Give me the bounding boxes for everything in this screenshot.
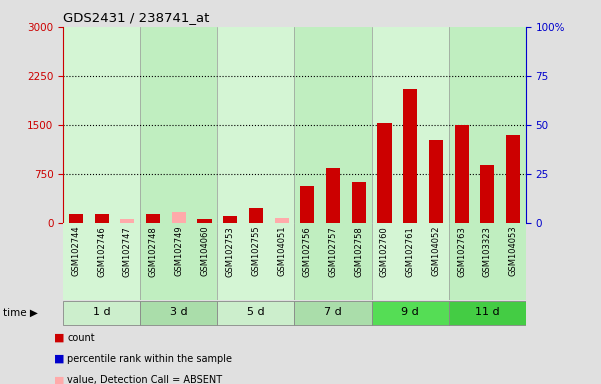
Bar	[506, 135, 520, 223]
Text: 9 d: 9 d	[401, 308, 419, 318]
Bar	[454, 126, 469, 223]
Text: GSM102748: GSM102748	[148, 226, 157, 276]
FancyBboxPatch shape	[294, 301, 371, 325]
FancyBboxPatch shape	[294, 223, 371, 300]
Text: GSM102747: GSM102747	[123, 226, 132, 276]
Bar	[63, 27, 140, 223]
Text: GSM102746: GSM102746	[97, 226, 106, 276]
Bar	[172, 212, 186, 223]
Bar	[120, 220, 135, 223]
Bar	[198, 219, 212, 223]
FancyBboxPatch shape	[449, 223, 526, 300]
Bar	[403, 89, 417, 223]
Bar	[480, 165, 495, 223]
Bar	[69, 214, 83, 223]
FancyBboxPatch shape	[63, 223, 140, 300]
Bar	[371, 27, 449, 223]
Text: value, Detection Call = ABSENT: value, Detection Call = ABSENT	[67, 375, 222, 384]
Text: 1 d: 1 d	[93, 308, 111, 318]
FancyBboxPatch shape	[63, 301, 140, 325]
Bar	[326, 168, 340, 223]
Text: GSM102756: GSM102756	[303, 226, 312, 276]
Text: GSM104060: GSM104060	[200, 226, 209, 276]
FancyBboxPatch shape	[371, 301, 449, 325]
Bar	[146, 214, 160, 223]
Text: GSM102763: GSM102763	[457, 226, 466, 276]
FancyBboxPatch shape	[140, 223, 218, 300]
Bar	[294, 27, 371, 223]
Bar	[449, 27, 526, 223]
Text: ■: ■	[54, 333, 64, 343]
Text: 7 d: 7 d	[324, 308, 342, 318]
Text: GSM102761: GSM102761	[406, 226, 415, 276]
Bar	[377, 123, 391, 223]
Text: GSM104052: GSM104052	[432, 226, 441, 276]
Text: ■: ■	[54, 375, 64, 384]
Text: 3 d: 3 d	[170, 308, 188, 318]
Text: GDS2431 / 238741_at: GDS2431 / 238741_at	[63, 11, 210, 24]
Text: GSM102744: GSM102744	[72, 226, 81, 276]
Text: GSM102749: GSM102749	[174, 226, 183, 276]
FancyBboxPatch shape	[218, 301, 294, 325]
Bar	[140, 27, 218, 223]
Bar	[218, 27, 294, 223]
FancyBboxPatch shape	[140, 301, 218, 325]
Bar	[223, 215, 237, 223]
Text: GSM102755: GSM102755	[251, 226, 260, 276]
Text: time ▶: time ▶	[3, 308, 38, 318]
Text: 11 d: 11 d	[475, 308, 499, 318]
Text: GSM103323: GSM103323	[483, 226, 492, 276]
Text: percentile rank within the sample: percentile rank within the sample	[67, 354, 233, 364]
Text: GSM102757: GSM102757	[329, 226, 338, 276]
FancyBboxPatch shape	[371, 223, 449, 300]
Bar	[300, 185, 314, 223]
Text: GSM104053: GSM104053	[508, 226, 517, 276]
Text: GSM104051: GSM104051	[277, 226, 286, 276]
Text: GSM102753: GSM102753	[226, 226, 235, 276]
Text: GSM102758: GSM102758	[354, 226, 363, 276]
Bar	[429, 141, 443, 223]
Text: ■: ■	[54, 354, 64, 364]
FancyBboxPatch shape	[449, 301, 526, 325]
Text: 5 d: 5 d	[247, 308, 264, 318]
Text: GSM102760: GSM102760	[380, 226, 389, 276]
Bar	[352, 182, 366, 223]
Text: count: count	[67, 333, 95, 343]
FancyBboxPatch shape	[218, 223, 294, 300]
Bar	[275, 218, 288, 223]
Bar	[94, 214, 109, 223]
Bar	[249, 209, 263, 223]
